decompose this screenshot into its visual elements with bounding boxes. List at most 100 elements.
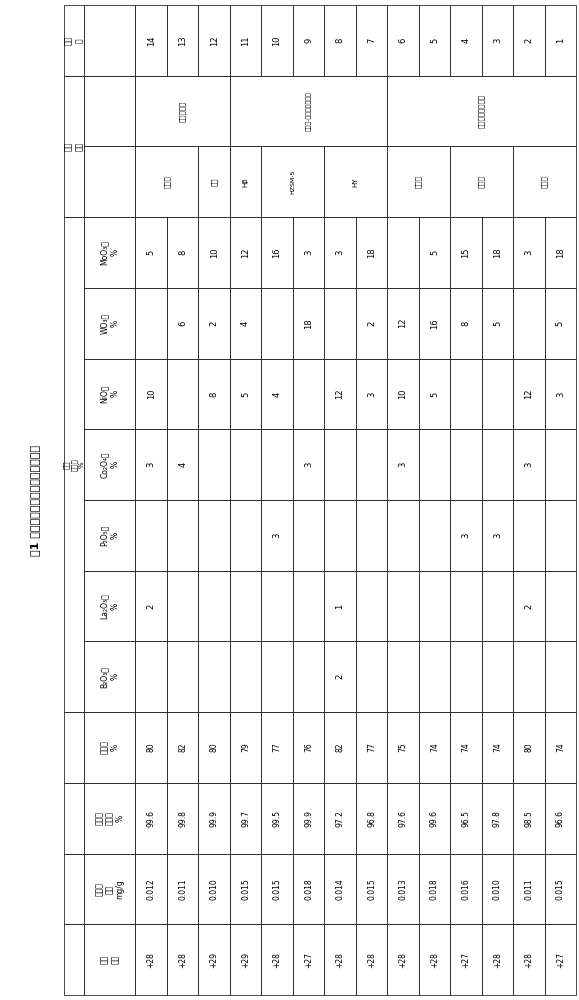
Text: 0.010: 0.010 [493,878,502,900]
Text: 7: 7 [367,38,376,43]
Text: 1: 1 [556,38,565,43]
Text: 3: 3 [525,250,533,255]
Text: Hβ: Hβ [243,177,248,187]
Text: 0.011: 0.011 [525,878,533,900]
Text: 超强酸: 超强酸 [164,175,170,188]
Text: 10: 10 [273,35,281,46]
Text: 0.015: 0.015 [367,878,376,900]
Text: 0.016: 0.016 [461,878,470,900]
Text: 0.010: 0.010 [210,878,219,900]
Text: 77: 77 [367,743,376,752]
Text: 12: 12 [398,318,408,328]
Text: 99.6: 99.6 [146,810,156,827]
Text: 76: 76 [304,743,313,752]
Text: 5: 5 [556,321,565,326]
Text: 3: 3 [493,38,502,43]
Text: +27: +27 [461,952,470,968]
Text: 3: 3 [367,391,376,397]
Text: 载体，
%: 载体， % [100,741,119,754]
Text: 杂多酸: 杂多酸 [415,175,422,188]
Text: 97.8: 97.8 [493,810,502,827]
Text: 0.018: 0.018 [430,878,439,900]
Text: 99.5: 99.5 [273,810,281,827]
Text: 99.9: 99.9 [210,810,219,827]
Text: B₂O₃，
%: B₂O₃， % [100,666,119,688]
Text: 79: 79 [241,743,250,752]
Text: 2: 2 [210,321,219,326]
Text: 3: 3 [335,250,345,255]
Text: 表1 催化剂组成及加氢脱氧评价结果: 表1 催化剂组成及加氢脱氧评价结果 [30,444,40,556]
Text: 5: 5 [430,38,439,43]
Text: 含氧脱
除率，
%: 含氧脱 除率， % [95,811,124,825]
Text: 载体
性质: 载体 性质 [64,142,83,151]
Text: NiO，
%: NiO， % [100,385,119,403]
Text: 5: 5 [430,391,439,397]
Text: 80: 80 [146,743,156,752]
Text: 磷酸: 磷酸 [211,178,218,186]
Text: 5: 5 [241,391,250,397]
Text: 96.6: 96.6 [556,810,565,827]
Text: P₂O₅，
%: P₂O₅， % [100,525,119,546]
Text: 8: 8 [335,38,345,43]
Text: 4: 4 [461,38,470,43]
Text: 2: 2 [525,603,533,609]
Text: 80: 80 [210,743,219,752]
Text: 0.011: 0.011 [178,878,187,900]
Text: 0.015: 0.015 [241,878,250,900]
Text: +27: +27 [304,952,313,968]
Text: +28: +28 [398,952,408,968]
Text: 97.6: 97.6 [398,810,408,827]
Text: 18: 18 [493,247,502,258]
Text: 10: 10 [146,389,156,399]
Text: Co₂O₄，
%: Co₂O₄， % [100,451,119,478]
Text: 80: 80 [525,743,533,752]
Text: +28: +28 [525,952,533,968]
Text: +28: +28 [493,952,502,968]
Text: 0.013: 0.013 [398,878,408,900]
Text: 3: 3 [556,391,565,397]
Text: 产物酸
值，
mg/g: 产物酸 值， mg/g [95,879,124,899]
Text: 2: 2 [146,603,156,609]
Text: 75: 75 [398,743,408,752]
Text: 97.2: 97.2 [335,810,345,827]
Text: 9: 9 [304,38,313,43]
Text: 99.8: 99.8 [178,810,187,827]
Text: 12: 12 [335,389,345,399]
Text: +29: +29 [210,952,219,968]
Text: 4: 4 [273,391,281,397]
Text: 99.7: 99.7 [241,810,250,827]
Text: 赛波
特号: 赛波 特号 [100,955,119,964]
Text: 99.9: 99.9 [304,810,313,827]
Text: 10: 10 [398,389,408,399]
Text: 0.012: 0.012 [146,878,156,900]
Text: 0.015: 0.015 [273,878,281,900]
Text: 82: 82 [335,743,345,752]
Text: 18: 18 [304,318,313,329]
Text: La₂O₃，
%: La₂O₃， % [100,593,119,619]
Text: 5: 5 [430,250,439,255]
Text: 16: 16 [430,318,439,329]
Text: 77: 77 [273,743,281,752]
Text: 96.5: 96.5 [461,810,470,827]
Text: 12: 12 [210,35,219,46]
Text: 2: 2 [367,321,376,326]
Text: 3: 3 [146,462,156,467]
Text: 16: 16 [273,247,281,258]
Text: 74: 74 [430,743,439,752]
Text: 13: 13 [178,35,187,46]
Text: 0.015: 0.015 [556,878,565,900]
Text: +29: +29 [241,952,250,968]
Text: +28: +28 [430,952,439,968]
Text: 4: 4 [178,462,187,467]
Text: 3: 3 [493,533,502,538]
Text: 98.5: 98.5 [525,810,533,827]
Text: 酸改性氧化铝载体: 酸改性氧化铝载体 [478,94,485,128]
Text: 金属
含量，
%: 金属 含量， % [63,458,85,471]
Text: +28: +28 [367,952,376,968]
Text: 3: 3 [525,462,533,467]
Text: 0.014: 0.014 [335,878,345,900]
Text: +28: +28 [178,952,187,968]
Text: 8: 8 [461,321,470,326]
Text: 12: 12 [241,247,250,258]
Text: WO₃，
%: WO₃， % [100,313,119,334]
